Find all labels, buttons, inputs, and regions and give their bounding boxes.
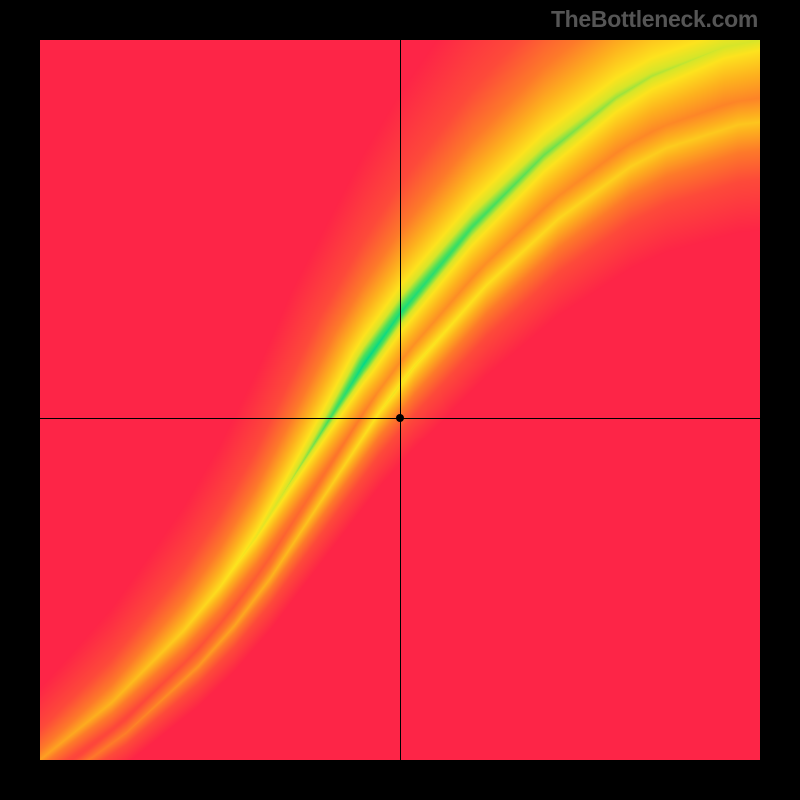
watermark-text: TheBottleneck.com (551, 6, 758, 33)
crosshair-vertical (400, 40, 401, 760)
heatmap-plot (40, 40, 760, 760)
marker-dot (396, 414, 404, 422)
